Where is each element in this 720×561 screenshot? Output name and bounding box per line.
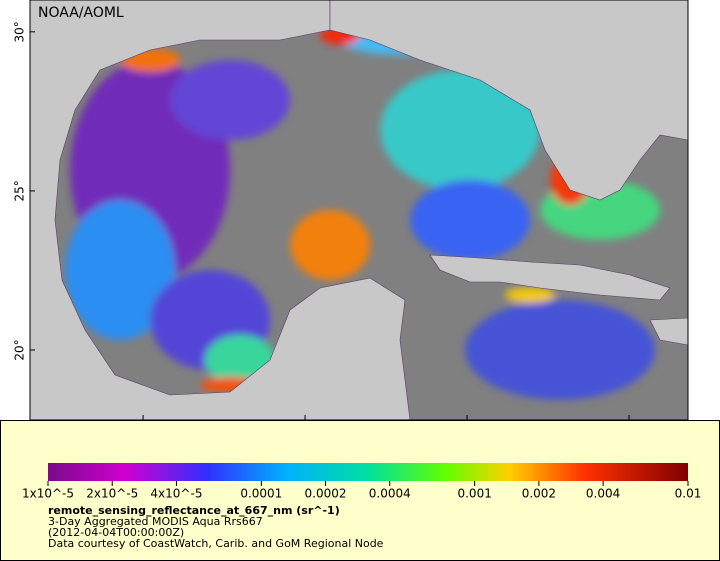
colorbar-tick-label: 0.002	[522, 487, 556, 501]
colorbar-ticks: 1x10^-5 2x10^-5 4x10^-5 0.0001 0.0002 0.0004 0…	[22, 481, 701, 501]
colorbar-tick-label: 0.001	[457, 487, 491, 501]
map-area: NOAA/AOML	[30, 0, 688, 420]
colorbar-tick-label: 1x10^-5	[22, 487, 74, 501]
colorbar-tick-label: 0.01	[675, 487, 702, 501]
land	[30, 0, 688, 420]
lat-tick-label: 20°	[13, 339, 27, 360]
lat-tick-label: 30°	[13, 21, 27, 42]
colorbar	[48, 463, 688, 481]
lat-tick-label: 25°	[13, 180, 27, 201]
colorbar-tick-label: 2x10^-5	[86, 487, 138, 501]
watermark-bg	[32, 2, 127, 24]
caption-time: (2012-04-04T00:00:00Z)	[48, 526, 184, 539]
legend-panel	[0, 420, 720, 561]
colorbar-tick-label: 4x10^-5	[150, 487, 202, 501]
colorbar-tick-label: 0.0001	[240, 487, 282, 501]
colorbar-tick-label: 0.0004	[369, 487, 411, 501]
colorbar-tick-label: 0.004	[586, 487, 620, 501]
caption-description: 3-Day Aggregated MODIS Aqua Rrs667	[48, 515, 263, 528]
caption-variable: remote_sensing_reflectance_at_667_nm (sr…	[48, 504, 340, 517]
caption-credit: Data courtesy of CoastWatch, Carib. and …	[48, 537, 384, 550]
colorbar-tick-label: 0.0002	[305, 487, 347, 501]
watermark: NOAA/AOML	[38, 5, 124, 21]
